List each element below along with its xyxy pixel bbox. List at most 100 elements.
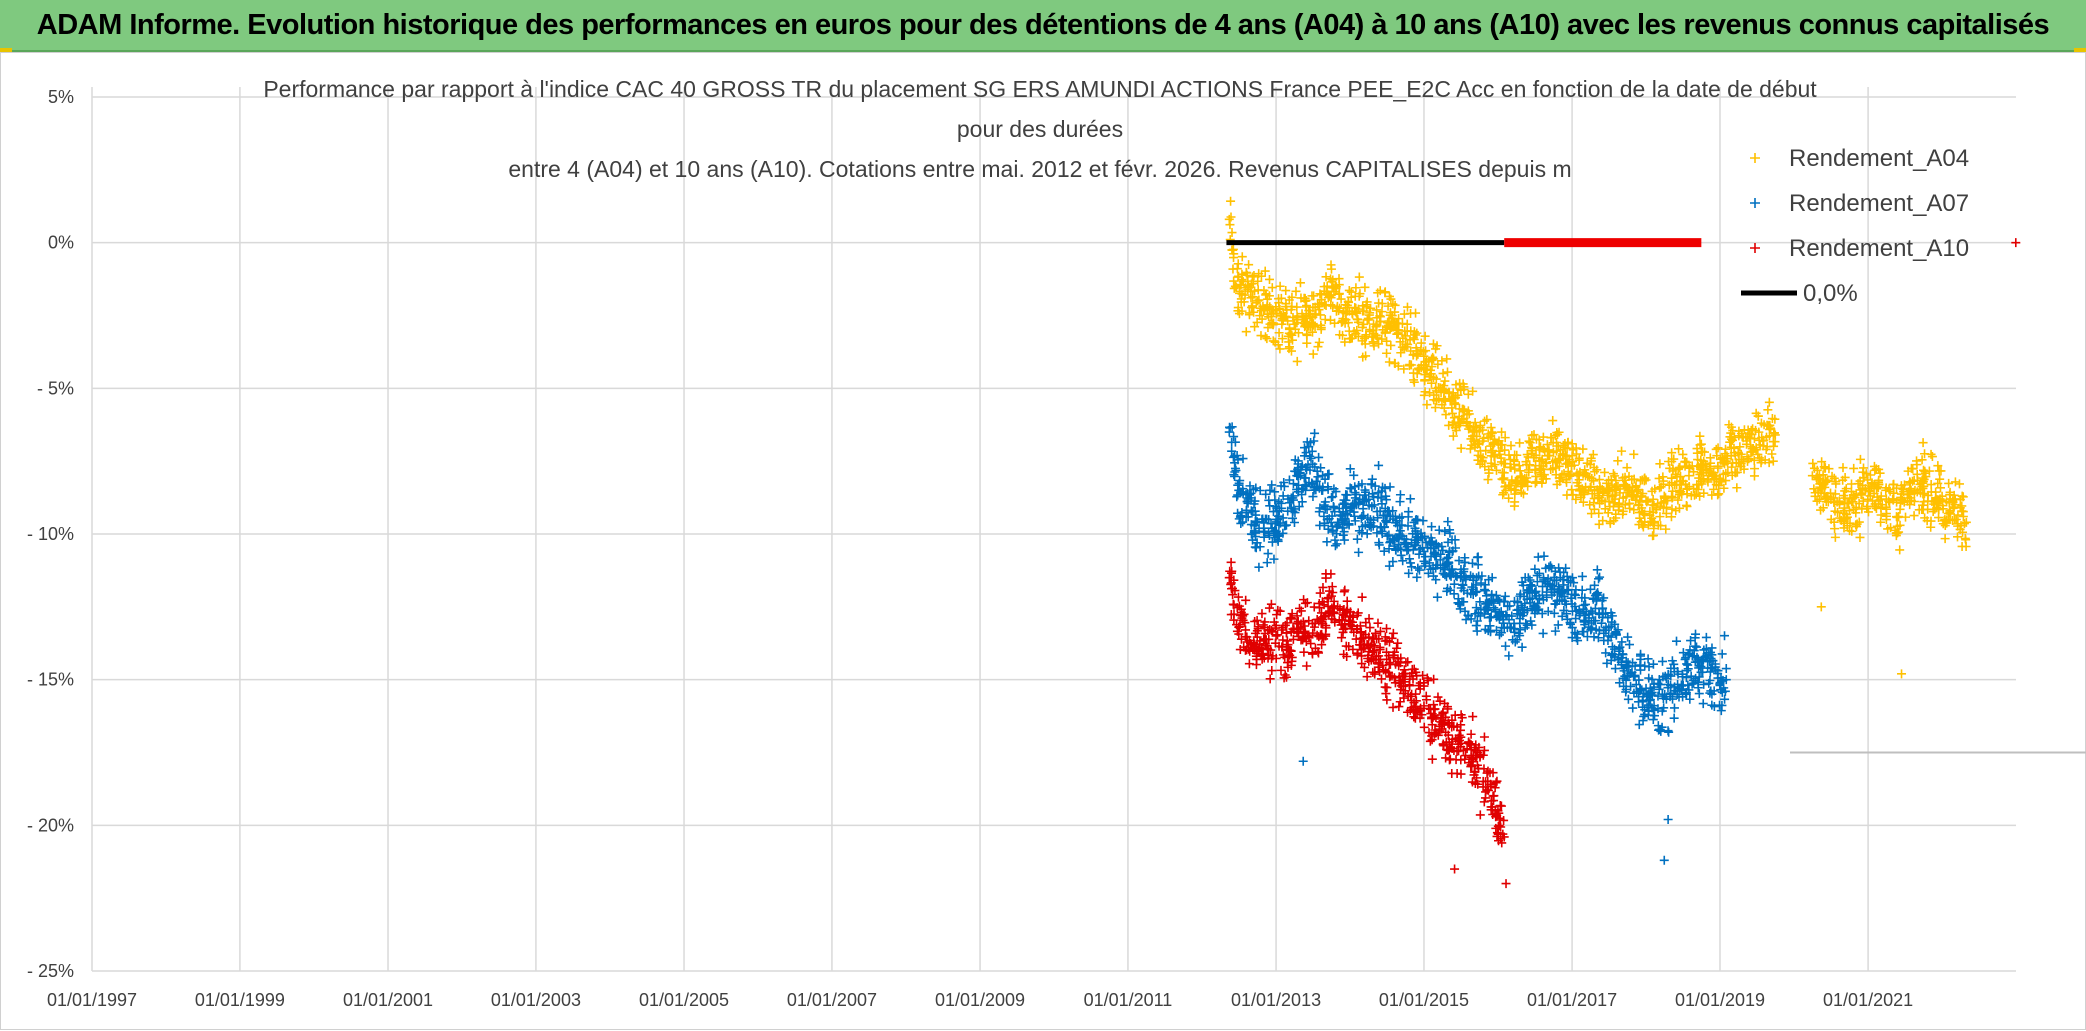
scatter-point-rendement-a07 bbox=[1431, 575, 1441, 585]
scatter-point-rendement-a04 bbox=[1888, 480, 1898, 490]
scatter-point-rendement-a10 bbox=[1267, 666, 1277, 676]
scatter-point-rendement-a07 bbox=[1466, 614, 1476, 624]
scatter-point-rendement-a07 bbox=[1673, 669, 1683, 679]
scatter-point-rendement-a04 bbox=[1811, 473, 1821, 483]
scatter-point-rendement-a04 bbox=[1845, 518, 1855, 528]
scatter-point-rendement-a07 bbox=[1338, 519, 1348, 529]
scatter-point-rendement-a04 bbox=[1586, 509, 1596, 519]
scatter-point-rendement-a07 bbox=[1618, 650, 1628, 660]
scatter-point-rendement-a04 bbox=[1254, 295, 1264, 305]
scatter-point-rendement-a04 bbox=[1314, 305, 1324, 315]
scatter-point-rendement-a07 bbox=[1288, 495, 1298, 505]
scatter-point-rendement-a04 bbox=[1286, 305, 1296, 315]
scatter-point-rendement-a07 bbox=[1438, 568, 1448, 578]
scatter-point-rendement-a07 bbox=[1479, 585, 1489, 595]
scatter-point-rendement-a04 bbox=[1620, 472, 1630, 482]
scatter-point-rendement-a04 bbox=[1820, 493, 1830, 503]
scatter-point-rendement-a04 bbox=[1605, 517, 1615, 527]
scatter-point-rendement-a07 bbox=[1413, 563, 1423, 573]
scatter-point-rendement-a07 bbox=[1547, 590, 1557, 600]
scatter-point-rendement-a04 bbox=[1330, 281, 1340, 291]
scatter-point-rendement-a04 bbox=[1678, 449, 1688, 459]
scatter-point-rendement-a04 bbox=[1351, 283, 1361, 293]
scatter-point-rendement-a10 bbox=[1238, 611, 1248, 621]
scatter-point-rendement-a04 bbox=[1406, 346, 1416, 356]
scatter-point-rendement-a07 bbox=[1414, 565, 1424, 575]
scatter-point-rendement-a04 bbox=[1352, 325, 1362, 335]
scatter-point-rendement-a04 bbox=[1478, 453, 1488, 463]
scatter-point-rendement-a07 bbox=[1349, 507, 1359, 517]
scatter-point-rendement-a04 bbox=[1281, 286, 1291, 296]
scatter-point-rendement-a07 bbox=[1397, 520, 1407, 530]
scatter-point-rendement-a07 bbox=[1636, 665, 1646, 675]
x-tick-label: 01/01/2001 bbox=[343, 990, 433, 1010]
scatter-point-rendement-a07 bbox=[1720, 631, 1730, 641]
scatter-point-rendement-a04 bbox=[1565, 471, 1575, 481]
scatter-point-rendement-a04 bbox=[1302, 313, 1312, 323]
scatter-point-rendement-a07 bbox=[1328, 501, 1338, 511]
scatter-point-rendement-a07 bbox=[1607, 642, 1617, 652]
scatter-point-rendement-a04 bbox=[1402, 302, 1412, 312]
scatter-point-rendement-a07 bbox=[1332, 529, 1342, 539]
scatter-point-rendement-a07 bbox=[1227, 446, 1237, 456]
scatter-point-rendement-a07 bbox=[1699, 645, 1709, 655]
scatter-point-rendement-a07 bbox=[1357, 512, 1367, 522]
scatter-point-rendement-a07 bbox=[1567, 599, 1577, 609]
scatter-point-rendement-a04 bbox=[1308, 327, 1317, 337]
scatter-point-rendement-a04 bbox=[1682, 457, 1692, 467]
scatter-point-rendement-a04 bbox=[1699, 488, 1709, 498]
scatter-point-rendement-a07 bbox=[1681, 689, 1691, 699]
scatter-point-rendement-a07 bbox=[1517, 642, 1527, 652]
scatter-point-rendement-a07 bbox=[1698, 699, 1708, 709]
scatter-point-rendement-a07 bbox=[1599, 628, 1609, 638]
scatter-point-rendement-a04 bbox=[1622, 482, 1632, 492]
scatter-point-rendement-a07 bbox=[1276, 498, 1286, 508]
scatter-point-rendement-a07 bbox=[1513, 597, 1523, 607]
y-tick-label: 0% bbox=[48, 233, 74, 253]
x-tick-label: 01/01/1999 bbox=[195, 990, 285, 1010]
scatter-point-rendement-a04 bbox=[1515, 438, 1525, 448]
scatter-point-rendement-a07 bbox=[1604, 631, 1614, 641]
scatter-point-rendement-a07 bbox=[1364, 521, 1374, 531]
scatter-point-rendement-a07 bbox=[1721, 675, 1731, 685]
scatter-point-rendement-a04 bbox=[1641, 496, 1651, 506]
scatter-point-rendement-a04 bbox=[1458, 379, 1468, 389]
scatter-point-rendement-a04 bbox=[1532, 477, 1542, 487]
scatter-point-rendement-a04 bbox=[1585, 482, 1595, 492]
scatter-point-rendement-a04 bbox=[1328, 275, 1338, 285]
x-tick-label: 01/01/2009 bbox=[935, 990, 1025, 1010]
scatter-point-rendement-a07 bbox=[1496, 628, 1506, 638]
chart-title-line: pour des durées bbox=[957, 116, 1123, 142]
scatter-point-rendement-a07 bbox=[1477, 571, 1487, 581]
scatter-point-rendement-a07 bbox=[1267, 480, 1277, 490]
scatter-point-rendement-a04 bbox=[1270, 337, 1280, 347]
scatter-point-rendement-a07 bbox=[1494, 630, 1504, 640]
scatter-point-rendement-a04 bbox=[1264, 274, 1274, 284]
scatter-point-rendement-a07 bbox=[1243, 495, 1253, 505]
scatter-point-rendement-a04 bbox=[1958, 512, 1968, 522]
scatter-point-rendement-a04 bbox=[1858, 496, 1868, 506]
scatter-point-rendement-a07 bbox=[1543, 574, 1553, 584]
scatter-point-rendement-a04 bbox=[1338, 330, 1348, 340]
scatter-point-rendement-a04 bbox=[1231, 281, 1241, 291]
scatter-point-rendement-a04 bbox=[1926, 516, 1936, 526]
scatter-point-rendement-a04 bbox=[1340, 337, 1350, 347]
scatter-point-rendement-a07 bbox=[1443, 517, 1453, 527]
scatter-point-rendement-a07 bbox=[1372, 528, 1382, 538]
scatter-point-rendement-a04 bbox=[1384, 357, 1394, 367]
scatter-point-rendement-a04 bbox=[1604, 496, 1614, 506]
scatter-point-rendement-a04 bbox=[1525, 460, 1535, 470]
scatter-point-rendement-a07 bbox=[1350, 488, 1360, 498]
scatter-point-rendement-a07 bbox=[1375, 506, 1385, 516]
scatter-point-rendement-a07 bbox=[1634, 720, 1644, 730]
scatter-point-rendement-a04 bbox=[1936, 466, 1946, 476]
scatter-point-rendement-a07 bbox=[1385, 482, 1395, 492]
scatter-point-rendement-a07 bbox=[1708, 656, 1718, 666]
scatter-point-rendement-a04 bbox=[1361, 351, 1371, 361]
scatter-point-rendement-a04 bbox=[1672, 479, 1682, 489]
scatter-point-rendement-a07 bbox=[1656, 726, 1666, 736]
scatter-point-rendement-a04 bbox=[1504, 481, 1514, 491]
corner-accent-right bbox=[2074, 48, 2086, 52]
scatter-point-rendement-a04 bbox=[1456, 385, 1466, 395]
scatter-point-rendement-a04 bbox=[1529, 453, 1539, 463]
